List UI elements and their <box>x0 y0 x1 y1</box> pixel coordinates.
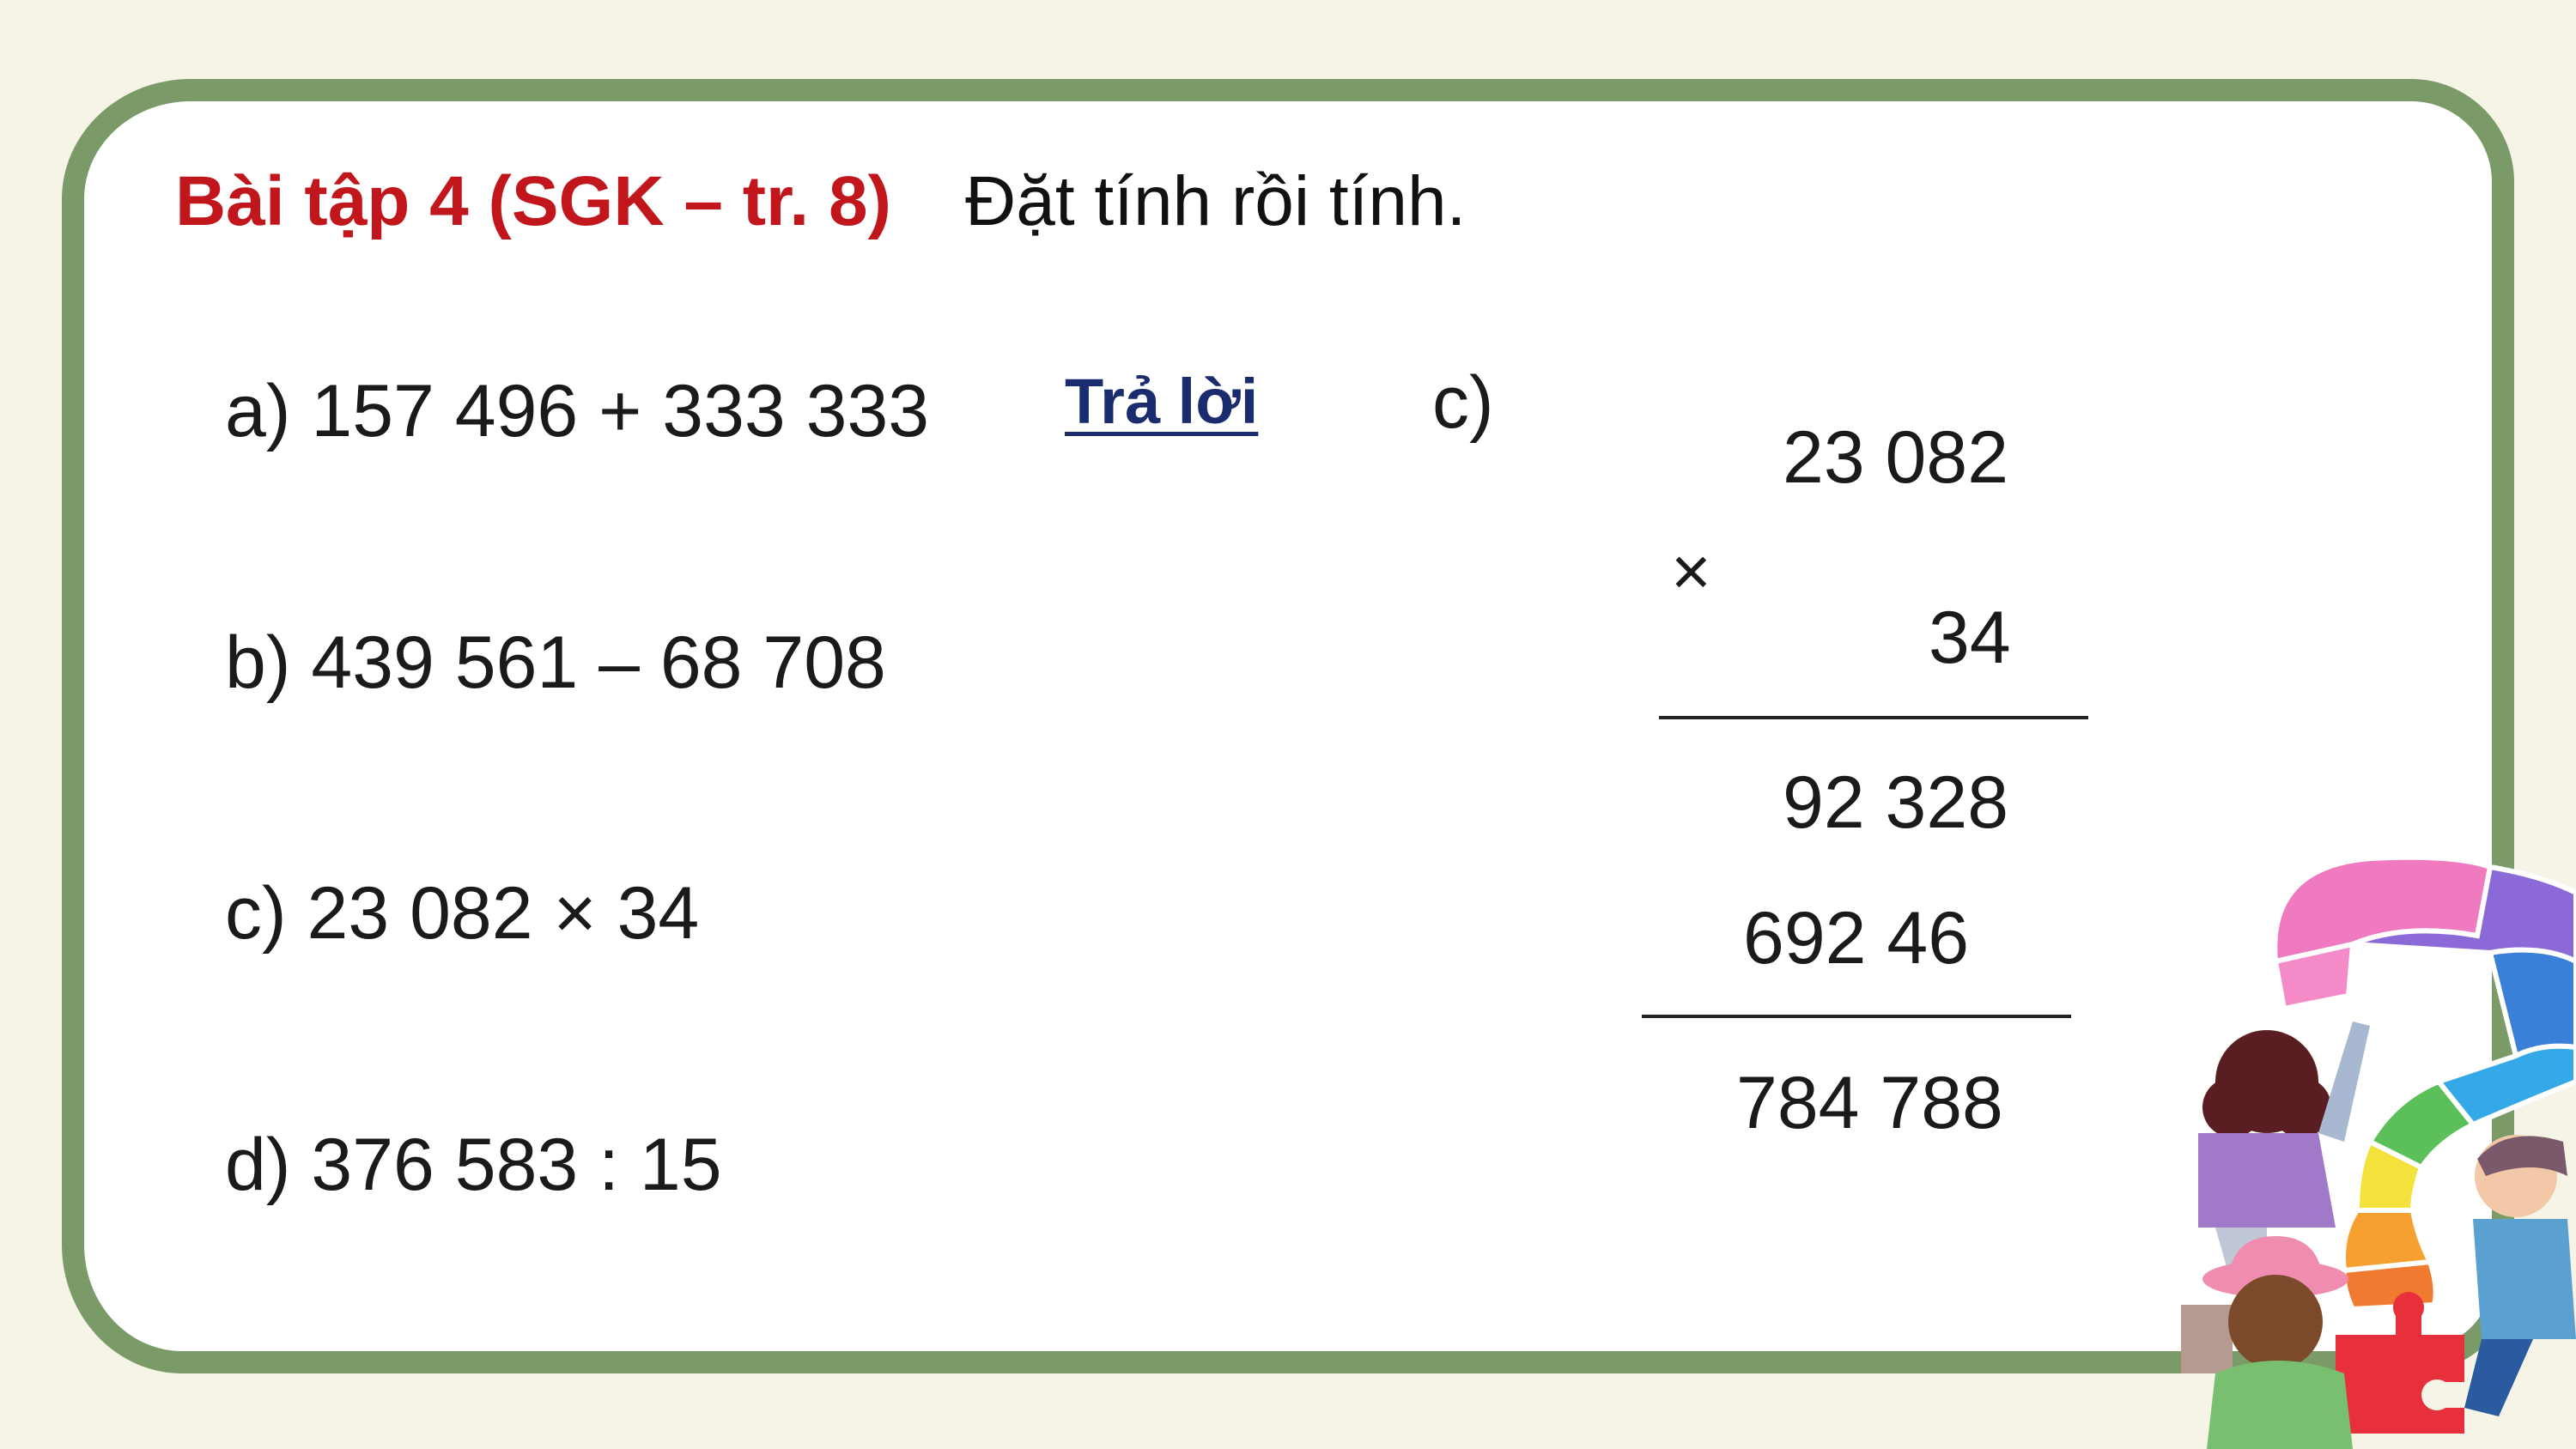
solution-label: c) <box>1432 361 1494 444</box>
slide-frame <box>62 79 2514 1373</box>
problem-c: c) 23 082 × 34 <box>225 872 700 955</box>
partial-product-1: 92 328 <box>1783 761 2009 844</box>
product-result: 784 788 <box>1736 1062 2003 1144</box>
multiply-operator: × <box>1671 533 1711 609</box>
boy-figure <box>2464 1135 2576 1416</box>
problem-d: d) 376 583 : 15 <box>225 1124 722 1206</box>
multiplier: 34 <box>1929 597 2011 679</box>
girl-pink-hat-figure <box>2202 1236 2353 1449</box>
result-divider-line <box>1642 1015 2071 1018</box>
exercise-title: Bài tập 4 (SGK – tr. 8) <box>175 162 891 240</box>
answer-link[interactable]: Trả lời <box>1065 366 1259 437</box>
exercise-instruction: Đặt tính rồi tính. <box>965 162 1467 240</box>
partial-product-2: 692 46 <box>1743 897 1970 979</box>
red-puzzle-piece-icon <box>2336 1292 2464 1434</box>
multiplicand: 23 082 <box>1783 416 2009 499</box>
calc-divider-line <box>1659 716 2088 719</box>
problem-b: b) 439 561 – 68 708 <box>225 621 886 704</box>
puzzle-question-mark-icon <box>2272 854 2576 1313</box>
problem-a: a) 157 496 + 333 333 <box>225 370 930 452</box>
